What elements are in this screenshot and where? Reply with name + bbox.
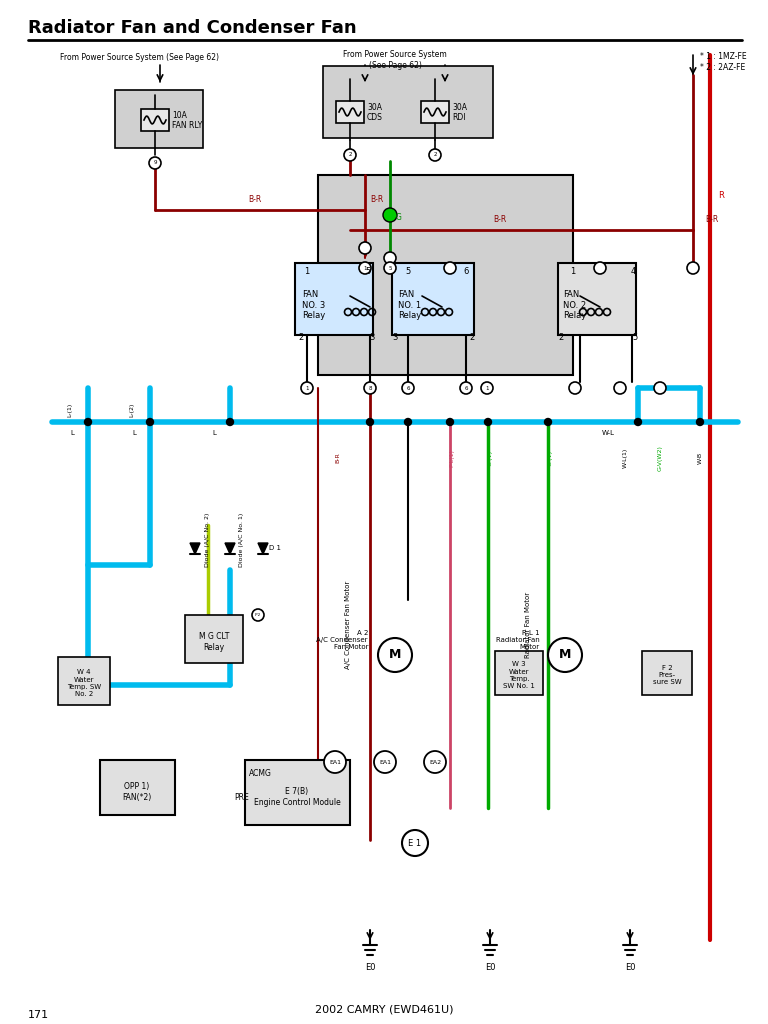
Text: 2: 2 (348, 153, 352, 158)
Text: 171: 171 (28, 1010, 49, 1020)
Text: R L 1
Radiator Fan
Motor: R L 1 Radiator Fan Motor (496, 630, 540, 650)
Bar (558, 263, 636, 335)
Text: G-V(W2): G-V(W2) (657, 445, 663, 471)
Text: 1: 1 (485, 385, 488, 390)
Text: 2: 2 (558, 334, 564, 342)
Text: 5: 5 (632, 334, 637, 342)
Circle shape (634, 419, 641, 426)
Text: OPP 1)
FAN(*2): OPP 1) FAN(*2) (122, 782, 151, 802)
Text: W-B: W-B (697, 452, 703, 464)
Text: L-(1): L-(1) (68, 402, 72, 417)
Circle shape (149, 157, 161, 169)
Circle shape (548, 638, 582, 672)
Text: D 1: D 1 (269, 545, 281, 551)
Text: 2002 CAMRY (EWD461U): 2002 CAMRY (EWD461U) (315, 1005, 453, 1015)
Bar (100, 760, 175, 815)
Bar (318, 175, 573, 375)
Circle shape (359, 242, 371, 254)
Circle shape (614, 382, 626, 394)
Circle shape (324, 751, 346, 773)
Bar (642, 651, 692, 695)
Circle shape (405, 419, 412, 426)
Text: 1: 1 (571, 267, 576, 276)
Text: M: M (389, 648, 401, 662)
Text: 6: 6 (406, 385, 410, 390)
Bar (245, 760, 350, 825)
Text: Radiator Fan and Condenser Fan: Radiator Fan and Condenser Fan (28, 19, 356, 37)
Text: From Power Source System
(See Page 62): From Power Source System (See Page 62) (343, 50, 447, 70)
Text: W-L: W-L (601, 430, 614, 436)
Circle shape (460, 382, 472, 394)
Text: 6: 6 (464, 385, 468, 390)
Polygon shape (225, 543, 235, 554)
Text: 30A: 30A (367, 102, 382, 112)
Text: 1: 1 (304, 267, 310, 276)
Circle shape (402, 382, 414, 394)
Text: B-R: B-R (248, 196, 262, 205)
Text: FAN
NO. 1
Relay: FAN NO. 1 Relay (398, 290, 422, 319)
Text: 1: 1 (305, 385, 309, 390)
Text: B-R: B-R (493, 215, 507, 224)
Bar (323, 66, 493, 138)
Text: A/C Condenser Fan Motor: A/C Condenser Fan Motor (345, 581, 351, 669)
Text: PRE: PRE (235, 794, 250, 803)
Circle shape (84, 419, 91, 426)
Text: M G CLT
Relay: M G CLT Relay (199, 632, 229, 651)
Circle shape (687, 262, 699, 274)
Text: Radiator Fan Motor: Radiator Fan Motor (525, 592, 531, 658)
Text: IP2: IP2 (255, 613, 261, 617)
Text: FAN RLY: FAN RLY (172, 121, 202, 129)
Text: EA1: EA1 (329, 760, 341, 765)
Text: E0: E0 (485, 964, 495, 973)
Text: 30A: 30A (452, 102, 467, 112)
Text: G: G (396, 213, 402, 222)
Text: R: R (718, 190, 724, 200)
Circle shape (344, 150, 356, 161)
Circle shape (485, 419, 492, 426)
Circle shape (374, 751, 396, 773)
Text: 2: 2 (433, 153, 437, 158)
Bar (336, 101, 364, 123)
Text: 9: 9 (154, 161, 157, 166)
Text: 5: 5 (366, 267, 371, 276)
Text: FAN
NO. 2
Relay: FAN NO. 2 Relay (563, 290, 586, 319)
Circle shape (402, 830, 428, 856)
Text: EA2: EA2 (429, 760, 441, 765)
Circle shape (359, 262, 371, 274)
Text: CDS: CDS (367, 113, 383, 122)
Circle shape (227, 419, 233, 426)
Bar (295, 263, 373, 335)
Text: E0: E0 (624, 964, 635, 973)
Text: FAN
NO. 3
Relay: FAN NO. 3 Relay (302, 290, 326, 319)
Text: EA1: EA1 (379, 760, 391, 765)
Polygon shape (190, 543, 200, 554)
Text: Diode (A/C No. 1): Diode (A/C No. 1) (240, 513, 244, 567)
Circle shape (446, 419, 453, 426)
Text: G-(V): G-(V) (488, 450, 492, 466)
Circle shape (364, 382, 376, 394)
Circle shape (366, 419, 373, 426)
Circle shape (424, 751, 446, 773)
Bar (141, 109, 169, 131)
Text: 5: 5 (406, 267, 411, 276)
Circle shape (429, 150, 441, 161)
Text: 8: 8 (368, 385, 372, 390)
Bar (185, 615, 243, 663)
Circle shape (384, 262, 396, 274)
Circle shape (301, 382, 313, 394)
Text: E 1: E 1 (409, 839, 422, 848)
Text: * 1 : 1MZ-FE
* 2 : 2AZ-FE: * 1 : 1MZ-FE * 2 : 2AZ-FE (700, 52, 746, 72)
Text: L: L (70, 430, 74, 436)
Bar (392, 263, 474, 335)
Text: M: M (559, 648, 571, 662)
Text: P-L(1): P-L(1) (449, 450, 455, 467)
Text: From Power Source System (See Page 62): From Power Source System (See Page 62) (61, 53, 220, 62)
Text: 3: 3 (392, 334, 398, 342)
Circle shape (444, 262, 456, 274)
Circle shape (697, 419, 703, 426)
Circle shape (252, 609, 264, 621)
Bar (58, 657, 110, 705)
Circle shape (545, 419, 551, 426)
Text: E 7(B)
Engine Control Module: E 7(B) Engine Control Module (253, 787, 340, 807)
Circle shape (569, 382, 581, 394)
